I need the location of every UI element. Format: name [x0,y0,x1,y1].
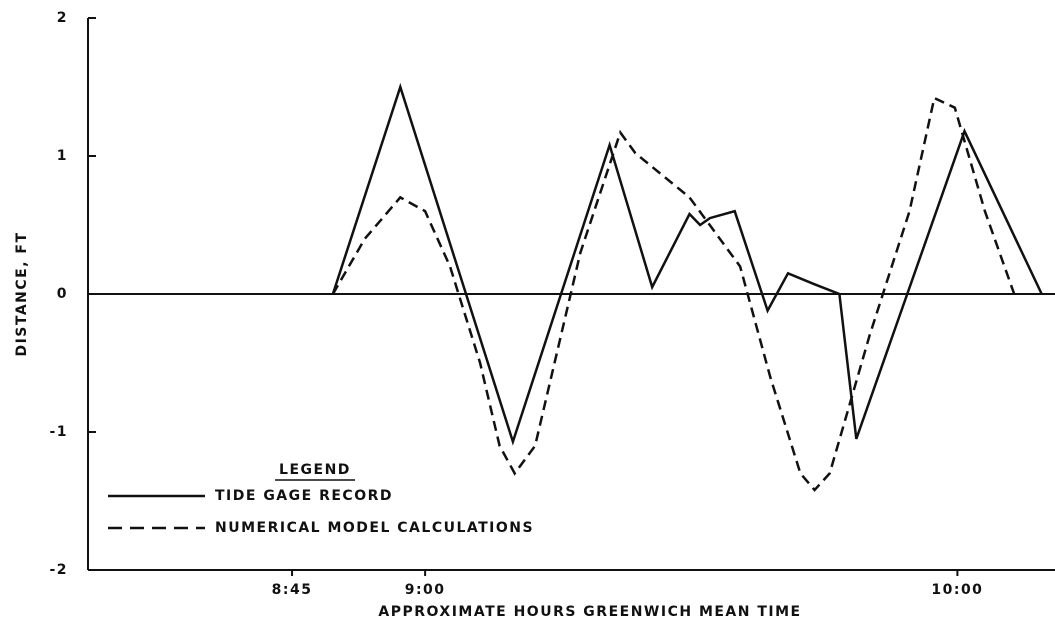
y-axis-label: DISTANCE, FT [14,231,30,356]
y-tick-label: -1 [49,424,68,440]
x-axis-label: APPROXIMATE HOURS GREENWICH MEAN TIME [378,604,801,620]
series-line [331,82,1043,446]
x-tick-label: 9:00 [405,582,446,598]
y-tick-label: 2 [57,10,68,26]
x-tick-label: 10:00 [931,582,983,598]
y-tick-label: -2 [49,562,68,578]
legend-label: TIDE GAGE RECORD [215,488,393,504]
x-tick-label: 8:45 [272,582,313,598]
y-tick-label: 1 [57,148,68,164]
legend-label: NUMERICAL MODEL CALCULATIONS [215,520,534,536]
legend-title: LEGEND [279,462,351,478]
series-line [331,96,1016,492]
y-tick-label: 0 [57,286,68,302]
